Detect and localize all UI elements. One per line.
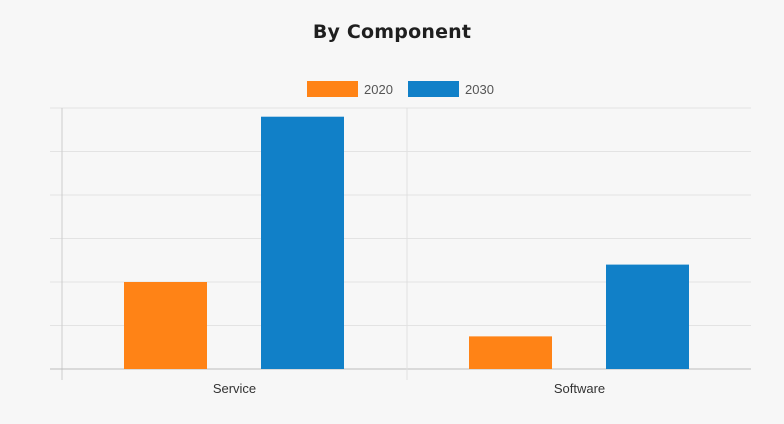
x-tick-label: Software [554, 381, 605, 396]
chart-legend[interactable]: 2020 2030 [307, 81, 494, 97]
legend-label: 2030 [465, 82, 494, 97]
bar-software-2020[interactable] [469, 336, 552, 369]
legend-swatch [307, 81, 358, 97]
legend-item-2020[interactable]: 2020 [307, 81, 393, 97]
bar-service-2030[interactable] [261, 116, 344, 369]
x-tick-label: Service [213, 381, 256, 396]
legend-label: 2020 [364, 82, 393, 97]
bar-software-2030[interactable] [606, 264, 689, 369]
chart-title: By Component [312, 21, 472, 43]
chart-x-tick-labels: Service Software [213, 381, 605, 396]
bar-service-2020[interactable] [124, 282, 207, 369]
chart-bars[interactable] [124, 116, 689, 369]
legend-item-2030[interactable]: 2030 [408, 81, 494, 97]
legend-swatch [408, 81, 459, 97]
